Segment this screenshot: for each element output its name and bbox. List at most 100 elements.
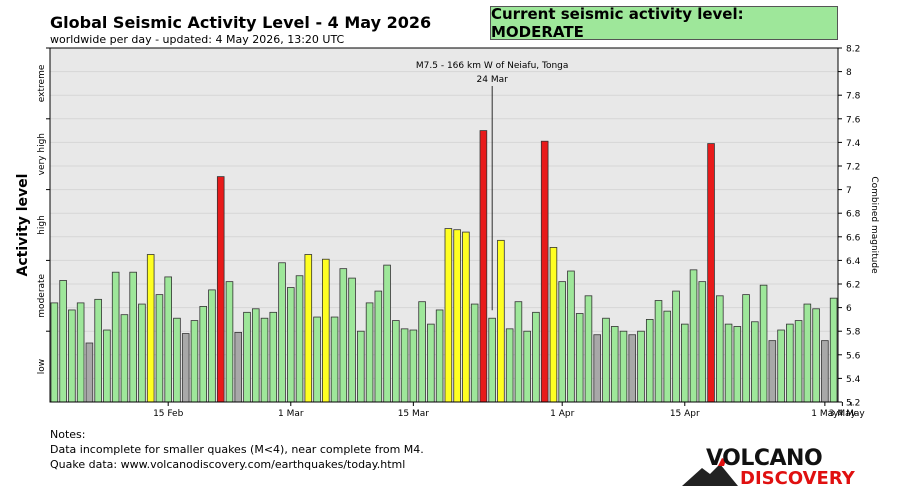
chart-subtitle: worldwide per day - updated: 4 May 2026,…	[50, 33, 345, 46]
volcanodiscovery-logo: VOLCANO DISCOVERY	[680, 446, 855, 492]
bar-day-60	[567, 270, 575, 403]
bar-day-7	[103, 329, 111, 403]
bar-day-50	[479, 130, 488, 403]
plot-area	[50, 48, 838, 402]
y-axis-title: Activity level	[15, 174, 31, 277]
bar-day-55	[523, 330, 531, 403]
bar-day-29	[295, 275, 304, 403]
bar-day-76	[707, 143, 715, 403]
notes-line-2: Quake data: www.volcanodiscovery.com/ear…	[50, 458, 406, 471]
bar-day-41	[400, 328, 409, 403]
bar-day-20	[216, 176, 225, 403]
bar-day-30	[304, 254, 313, 403]
bar-day-22	[234, 331, 243, 403]
bar-day-65	[610, 326, 619, 403]
bar-day-44	[427, 323, 435, 403]
bar-day-90	[829, 297, 838, 403]
bar-day-28	[286, 287, 295, 403]
bar-day-36	[357, 330, 365, 403]
x-tick-label: 15 Apr	[670, 409, 700, 419]
bar-day-5	[85, 342, 94, 403]
bar-day-82	[759, 284, 768, 403]
bar-day-63	[593, 334, 601, 403]
bar-day-40	[392, 320, 400, 403]
notes-line-1: Data incomplete for smaller quakes (M<4)…	[50, 443, 424, 456]
bar-day-73	[681, 323, 689, 403]
bar-day-57	[540, 140, 549, 403]
y2-tick-label: 6.6	[846, 233, 861, 243]
y2-tick-label: 5.2	[846, 399, 860, 409]
bar-day-8	[111, 271, 120, 403]
bar-day-51	[488, 317, 496, 403]
bar-day-56	[532, 311, 540, 403]
bar-day-26	[269, 311, 278, 403]
level-label-extreme: extreme	[37, 64, 47, 102]
bar-day-54	[514, 301, 523, 403]
bar-day-77	[716, 295, 724, 403]
bar-day-58	[549, 247, 558, 403]
plot-border	[49, 47, 839, 403]
level-label-low: low	[37, 359, 47, 374]
bar-day-74	[689, 269, 698, 403]
bar-day-46	[444, 228, 453, 403]
notes-heading: Notes:	[50, 428, 86, 441]
bar-day-11	[138, 303, 146, 403]
bar-day-61	[575, 313, 584, 403]
volcano-logo-icon	[682, 458, 738, 486]
bar-day-31	[313, 316, 321, 403]
y2-tick-label: 7	[846, 186, 852, 196]
bar-day-42	[409, 329, 418, 403]
y2-tick-label: 6.2	[846, 281, 860, 291]
x-tick-label: 4 May	[838, 409, 866, 419]
bar-day-84	[777, 329, 785, 403]
y2-tick-label: 7.2	[846, 163, 860, 173]
annotation-text: M7.5 - 166 km W of Neiafu, Tonga	[416, 61, 569, 71]
level-label-moderate: moderate	[37, 273, 47, 317]
bar-day-33	[330, 316, 339, 403]
level-label-very-high: very high	[37, 133, 47, 175]
y2-tick-label: 6.4	[846, 257, 861, 267]
bar-day-59	[558, 281, 566, 403]
bar-day-4	[76, 302, 85, 403]
bar-day-87	[803, 303, 812, 403]
bar-day-1	[50, 302, 59, 403]
y2-tick-label: 7.8	[846, 92, 861, 102]
bar-day-69	[645, 318, 654, 403]
bar-day-53	[505, 328, 514, 403]
bar-day-35	[348, 277, 356, 403]
bar-day-18	[199, 306, 208, 403]
bar-day-32	[322, 258, 330, 403]
y2-tick-label: 7.4	[846, 139, 861, 149]
bar-day-27	[278, 262, 286, 403]
x-tick-label: 15 Mar	[398, 409, 430, 419]
x-tick-label: 3 May	[829, 409, 857, 419]
bar-day-38	[374, 290, 383, 403]
y2-tick-label: 6	[846, 304, 852, 314]
bar-day-75	[698, 281, 707, 403]
bar-day-71	[663, 310, 672, 403]
bar-day-49	[470, 303, 479, 403]
x-tick-label: 1 Apr	[550, 409, 574, 419]
y2-tick-label: 5.4	[846, 375, 861, 385]
level-label-high: high	[37, 215, 47, 235]
bar-day-72	[672, 290, 680, 403]
bar-day-86	[794, 320, 803, 403]
y2-tick-label: 7.6	[846, 115, 861, 125]
bar-day-66	[619, 330, 628, 403]
logo-text-volcano: VOLCANO	[706, 446, 823, 471]
bar-day-68	[637, 330, 645, 403]
bar-day-88	[812, 308, 820, 403]
bar-day-23	[243, 311, 251, 403]
bar-day-67	[628, 334, 637, 403]
bar-day-16	[181, 333, 190, 403]
y2-tick-label: 6.8	[846, 210, 861, 220]
bar-day-39	[383, 264, 391, 403]
bar-day-24	[251, 308, 260, 403]
bar-day-79	[733, 326, 742, 403]
notes: Notes: Data incomplete for smaller quake…	[50, 427, 424, 472]
bar-day-85	[786, 323, 794, 403]
bar-day-15	[173, 317, 181, 403]
y2-tick-label: 8	[846, 68, 852, 78]
bar-day-64	[602, 317, 610, 403]
bar-day-12	[146, 254, 155, 403]
